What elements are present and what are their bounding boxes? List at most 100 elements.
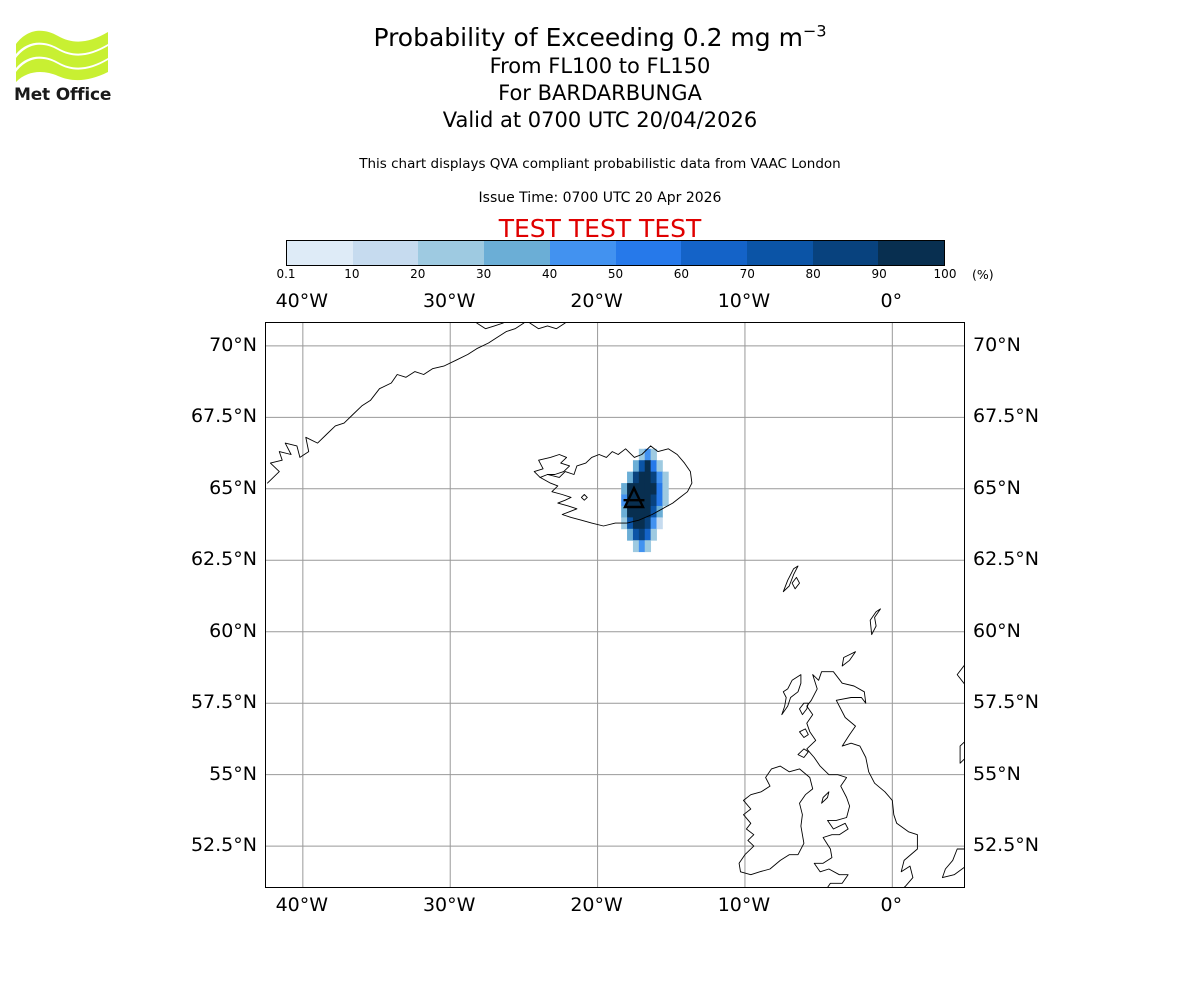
colorbar-segment-5 [615, 241, 682, 265]
lat-tick-right-6: 55°N [973, 762, 1021, 785]
lat-tick-left-5: 57.5°N [190, 691, 257, 714]
coastline-faroe-2 [791, 576, 800, 590]
ash-cell [656, 483, 663, 495]
lon-tick-bottom-2: 20°W [570, 894, 623, 916]
ash-cell [644, 494, 652, 507]
ash-cell [644, 517, 652, 530]
page-title-text: Probability of Exceeding 0.2 mg m [373, 23, 803, 52]
ash-cell [650, 505, 657, 518]
lat-tick-right-5: 57.5°N [973, 691, 1040, 714]
test-banner: TEST TEST TEST [498, 214, 702, 243]
lat-tick-left-2: 65°N [209, 476, 257, 499]
coastline-scotland-islay [797, 748, 809, 758]
ash-cell [650, 494, 657, 507]
page-title: Probability of Exceeding 0.2 mg m−3 [0, 22, 1200, 53]
lon-tick-top-1: 30°W [422, 290, 476, 312]
coastline-norway [956, 665, 964, 685]
lon-tick-bottom-4: 0° [880, 894, 903, 916]
ash-cell [644, 483, 652, 495]
lat-tick-right-4: 60°N [973, 619, 1021, 642]
colorbar-tick-labels: 0.1 10 20 30 40 50 60 70 80 90 100 [276, 267, 956, 283]
ash-cell [656, 494, 663, 507]
chart-title-block: Probability of Exceeding 0.2 mg m−3 From… [0, 22, 1200, 134]
lat-tick-right-1: 67.5°N [973, 405, 1040, 428]
ash-cell [650, 460, 657, 473]
colorbar-tick-60: 60 [673, 267, 690, 281]
colorbar-tick-50: 50 [607, 267, 624, 281]
ash-cell [638, 471, 646, 484]
ash-cell [627, 483, 634, 495]
lon-tick-bottom-3: 10°W [717, 894, 771, 916]
ash-cell [638, 540, 646, 553]
ash-cell [627, 517, 634, 530]
volcano-triangle-icon [623, 485, 645, 509]
ash-cell [638, 505, 646, 518]
lat-tick-left-1: 67.5°N [190, 405, 257, 428]
lon-tick-top-4: 0° [880, 290, 903, 312]
ash-cell [638, 483, 646, 495]
ash-cell [632, 540, 640, 553]
colorbar-segment-3 [484, 241, 550, 265]
ash-cell [656, 517, 663, 530]
ash-cell [644, 471, 652, 484]
colorbar-tick-80: 80 [805, 267, 821, 281]
ash-cell [638, 528, 646, 541]
coastline-netherlands [941, 848, 964, 879]
ash-cell [662, 471, 669, 484]
map-canvas [266, 323, 964, 887]
coastline-shetland [869, 608, 881, 636]
ash-cell [650, 483, 657, 495]
coastline-britain [806, 671, 918, 887]
colorbar-tick-70: 70 [739, 267, 755, 281]
colorbar-tick-20: 20 [410, 267, 426, 281]
ash-cell [632, 528, 640, 541]
coastline-ireland [738, 765, 814, 876]
ash-cell [627, 471, 634, 484]
colorbar-tick-40: 40 [541, 267, 558, 281]
lon-tick-bottom-0: 40°W [275, 894, 329, 916]
ash-cell [638, 517, 646, 530]
lat-tick-left-0: 70°N [209, 333, 257, 356]
ash-cell [644, 505, 652, 518]
ash-cell [644, 460, 652, 473]
coastline-greenland-scoresby [529, 323, 566, 330]
lon-tick-top-2: 20°W [570, 290, 623, 312]
coastlines [267, 323, 964, 887]
lat-tick-left-3: 62.5°N [190, 548, 257, 571]
ash-cell [650, 517, 657, 530]
lat-tick-left-4: 60°N [209, 619, 257, 642]
met-office-logo: Met Office [14, 24, 124, 114]
colorbar-segment-8 [812, 241, 879, 265]
lon-tick-top-0: 40°W [275, 290, 329, 312]
colorbar-segment-7 [746, 241, 813, 265]
colorbar-segment-2 [418, 241, 485, 265]
ash-cell [656, 471, 663, 484]
volcano-marker-icon [623, 485, 645, 509]
coastline-orkney [841, 651, 856, 667]
coastline-iceland-inland-lake [580, 494, 588, 501]
ash-cell [627, 505, 634, 518]
chart-caption: This chart displays QVA compliant probab… [359, 156, 841, 172]
ash-cell [621, 483, 628, 495]
colorbar-segment-6 [681, 241, 747, 265]
colorbar-tick-90: 90 [871, 267, 887, 281]
met-office-logo-mark [16, 30, 108, 82]
valid-time-line: Valid at 0700 UTC 20/04/2026 [442, 108, 758, 132]
ash-cell [632, 505, 640, 518]
colorbar-segment-9 [878, 241, 945, 265]
coastline-greenland-east [267, 323, 525, 484]
colorbar-tick-10: 10 [344, 267, 360, 281]
ash-cell [644, 528, 652, 541]
lon-tick-top-3: 10°W [717, 290, 771, 312]
lat-tick-left-6: 55°N [209, 762, 257, 785]
ash-cell [650, 448, 657, 461]
map-plot-area[interactable] [265, 322, 965, 888]
colorbar-unit-label: (%) [972, 267, 994, 282]
ash-cell [632, 471, 640, 484]
met-office-logo-text: Met Office [14, 85, 112, 105]
ash-cell [632, 517, 640, 530]
colorbar-segment-1 [352, 241, 419, 265]
coastline-scotland-skye [799, 702, 809, 716]
ash-cell [632, 483, 640, 495]
issue-time-label: Issue Time: 0700 UTC 20 Apr 2026 [478, 190, 722, 206]
